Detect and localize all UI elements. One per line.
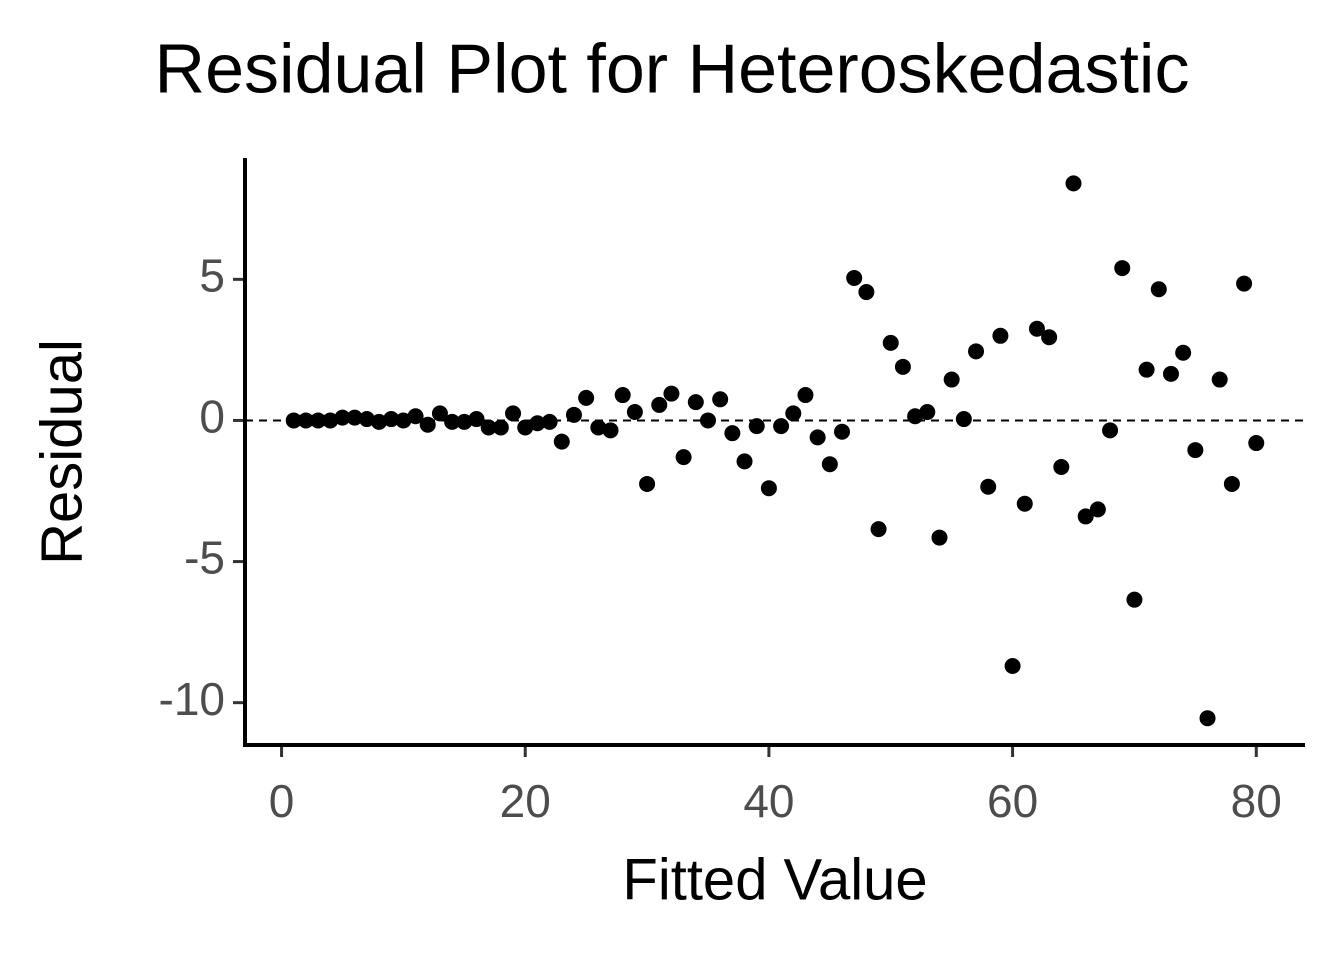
point [1162, 365, 1179, 382]
point [870, 521, 887, 538]
point [358, 411, 375, 428]
point [1041, 329, 1058, 346]
x-axis-label: Fitted Value [622, 847, 927, 912]
point [614, 387, 631, 404]
point [651, 396, 668, 413]
point [1236, 275, 1253, 292]
point [1065, 175, 1082, 192]
point [310, 412, 327, 429]
y-tick-label: -10 [159, 673, 225, 725]
point [444, 413, 461, 430]
point [456, 413, 473, 430]
point [565, 406, 582, 423]
point [322, 412, 339, 429]
point [602, 422, 619, 439]
point [1223, 475, 1240, 492]
point [626, 403, 643, 420]
point [517, 419, 534, 436]
point [1077, 508, 1094, 525]
chart-title: Residual Plot for Heteroskedastic [155, 29, 1190, 107]
point [1126, 591, 1143, 608]
y-tick-label: 5 [199, 250, 225, 302]
x-tick-label: 60 [987, 775, 1038, 827]
point [919, 403, 936, 420]
point [419, 416, 436, 433]
point [858, 284, 875, 301]
point [639, 475, 656, 492]
point [1004, 657, 1021, 674]
point [846, 269, 863, 286]
point [955, 411, 972, 428]
point [431, 405, 448, 422]
point [687, 394, 704, 411]
point [541, 413, 558, 430]
point [480, 419, 497, 436]
point [1053, 459, 1070, 476]
point [809, 429, 826, 446]
point [395, 412, 412, 429]
point [505, 405, 522, 422]
point [383, 411, 400, 428]
x-tick-label: 0 [269, 775, 295, 827]
point [1028, 320, 1045, 337]
point [1016, 495, 1033, 512]
point [1150, 281, 1167, 298]
point [1187, 442, 1204, 459]
x-tick-label: 20 [500, 775, 551, 827]
point [724, 425, 741, 442]
point [553, 433, 570, 450]
point [968, 343, 985, 360]
point [712, 391, 729, 408]
point [334, 409, 351, 426]
point [529, 415, 546, 432]
point [907, 408, 924, 425]
point [578, 389, 595, 406]
point [980, 478, 997, 495]
x-tick-label: 80 [1231, 775, 1282, 827]
y-tick-label: 0 [199, 391, 225, 443]
point [773, 418, 790, 435]
point [590, 419, 607, 436]
y-tick-label: -5 [184, 532, 225, 584]
point [931, 529, 948, 546]
y-axis-label: Residual [29, 339, 94, 565]
point [760, 480, 777, 497]
point [407, 408, 424, 425]
point [992, 327, 1009, 344]
point [834, 423, 851, 440]
point [371, 413, 388, 430]
point [736, 453, 753, 470]
point [1175, 344, 1192, 361]
point [748, 418, 765, 435]
point [1199, 710, 1216, 727]
point [1248, 435, 1265, 452]
point [492, 419, 509, 436]
point [1102, 422, 1119, 439]
point [882, 334, 899, 351]
point [346, 409, 363, 426]
point [1114, 260, 1131, 277]
point [675, 449, 692, 466]
point [297, 412, 314, 429]
point [1089, 501, 1106, 518]
point [894, 358, 911, 375]
point [699, 412, 716, 429]
point [785, 405, 802, 422]
point [468, 411, 485, 428]
point [821, 456, 838, 473]
point [943, 371, 960, 388]
x-tick-label: 40 [743, 775, 794, 827]
point [797, 387, 814, 404]
point [1138, 361, 1155, 378]
point [1211, 371, 1228, 388]
point [663, 385, 680, 402]
point [285, 412, 302, 429]
